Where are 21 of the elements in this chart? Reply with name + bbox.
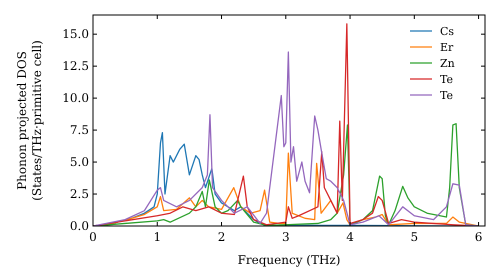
y-tick-label: 7.5 bbox=[70, 123, 89, 138]
y-tick-label: 0.0 bbox=[70, 219, 89, 233]
legend-label: Te bbox=[440, 73, 453, 86]
y-tick-label: 12.5 bbox=[62, 59, 89, 74]
x-tick-label: 2 bbox=[218, 230, 226, 244]
x-tick-label: 3 bbox=[282, 230, 290, 244]
legend-label: Er bbox=[440, 41, 454, 54]
x-tick-label: 6 bbox=[474, 230, 482, 244]
x-tick-label: 0 bbox=[89, 230, 97, 244]
y-tick-label: 5.0 bbox=[70, 155, 89, 170]
legend-label: Zn bbox=[440, 57, 455, 70]
y-tick-label: 10.0 bbox=[62, 91, 89, 106]
legend-label: Cs bbox=[440, 25, 454, 38]
x-tick-label: 1 bbox=[153, 230, 162, 244]
y-axis-title: Phonon projected DOS (States/THz·primitive cell) bbox=[15, 40, 44, 201]
y-tick-label: 2.5 bbox=[70, 187, 89, 202]
x-axis-title: Frequency (THz) bbox=[238, 253, 340, 267]
legend-label: Te bbox=[440, 89, 453, 102]
x-tick-label: 4 bbox=[346, 230, 354, 244]
y-tick-label: 15.0 bbox=[62, 27, 89, 42]
x-tick-label: 5 bbox=[410, 230, 418, 244]
